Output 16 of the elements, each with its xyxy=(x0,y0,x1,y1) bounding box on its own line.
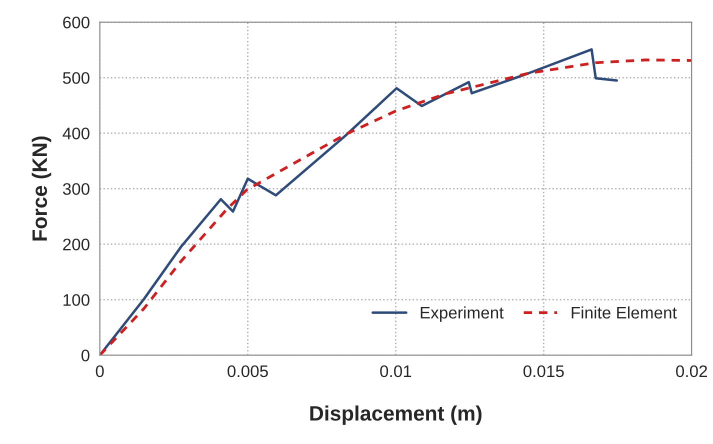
y-tick-label: 300 xyxy=(62,183,90,195)
x-tick-label: 0.02 xyxy=(676,365,707,378)
y-tick-label: 200 xyxy=(63,238,90,250)
y-tick-label: 400 xyxy=(62,128,90,140)
x-tick-label: 0.005 xyxy=(228,365,268,378)
legend-label: Finite Element xyxy=(572,306,677,319)
y-tick-label: 500 xyxy=(62,72,90,84)
y-axis-title: Force (KN) xyxy=(32,136,52,241)
y-tick-label: 100 xyxy=(64,294,90,306)
x-axis-title: Displacement (m) xyxy=(310,405,482,425)
y-tick-label: 0 xyxy=(81,350,90,362)
x-tick-label: 0 xyxy=(96,365,104,378)
x-tick-label: 0.01 xyxy=(380,365,412,378)
x-tick-label: 0.015 xyxy=(523,365,564,378)
legend-label: Experiment xyxy=(420,306,504,322)
y-tick-label: 600 xyxy=(63,16,90,28)
